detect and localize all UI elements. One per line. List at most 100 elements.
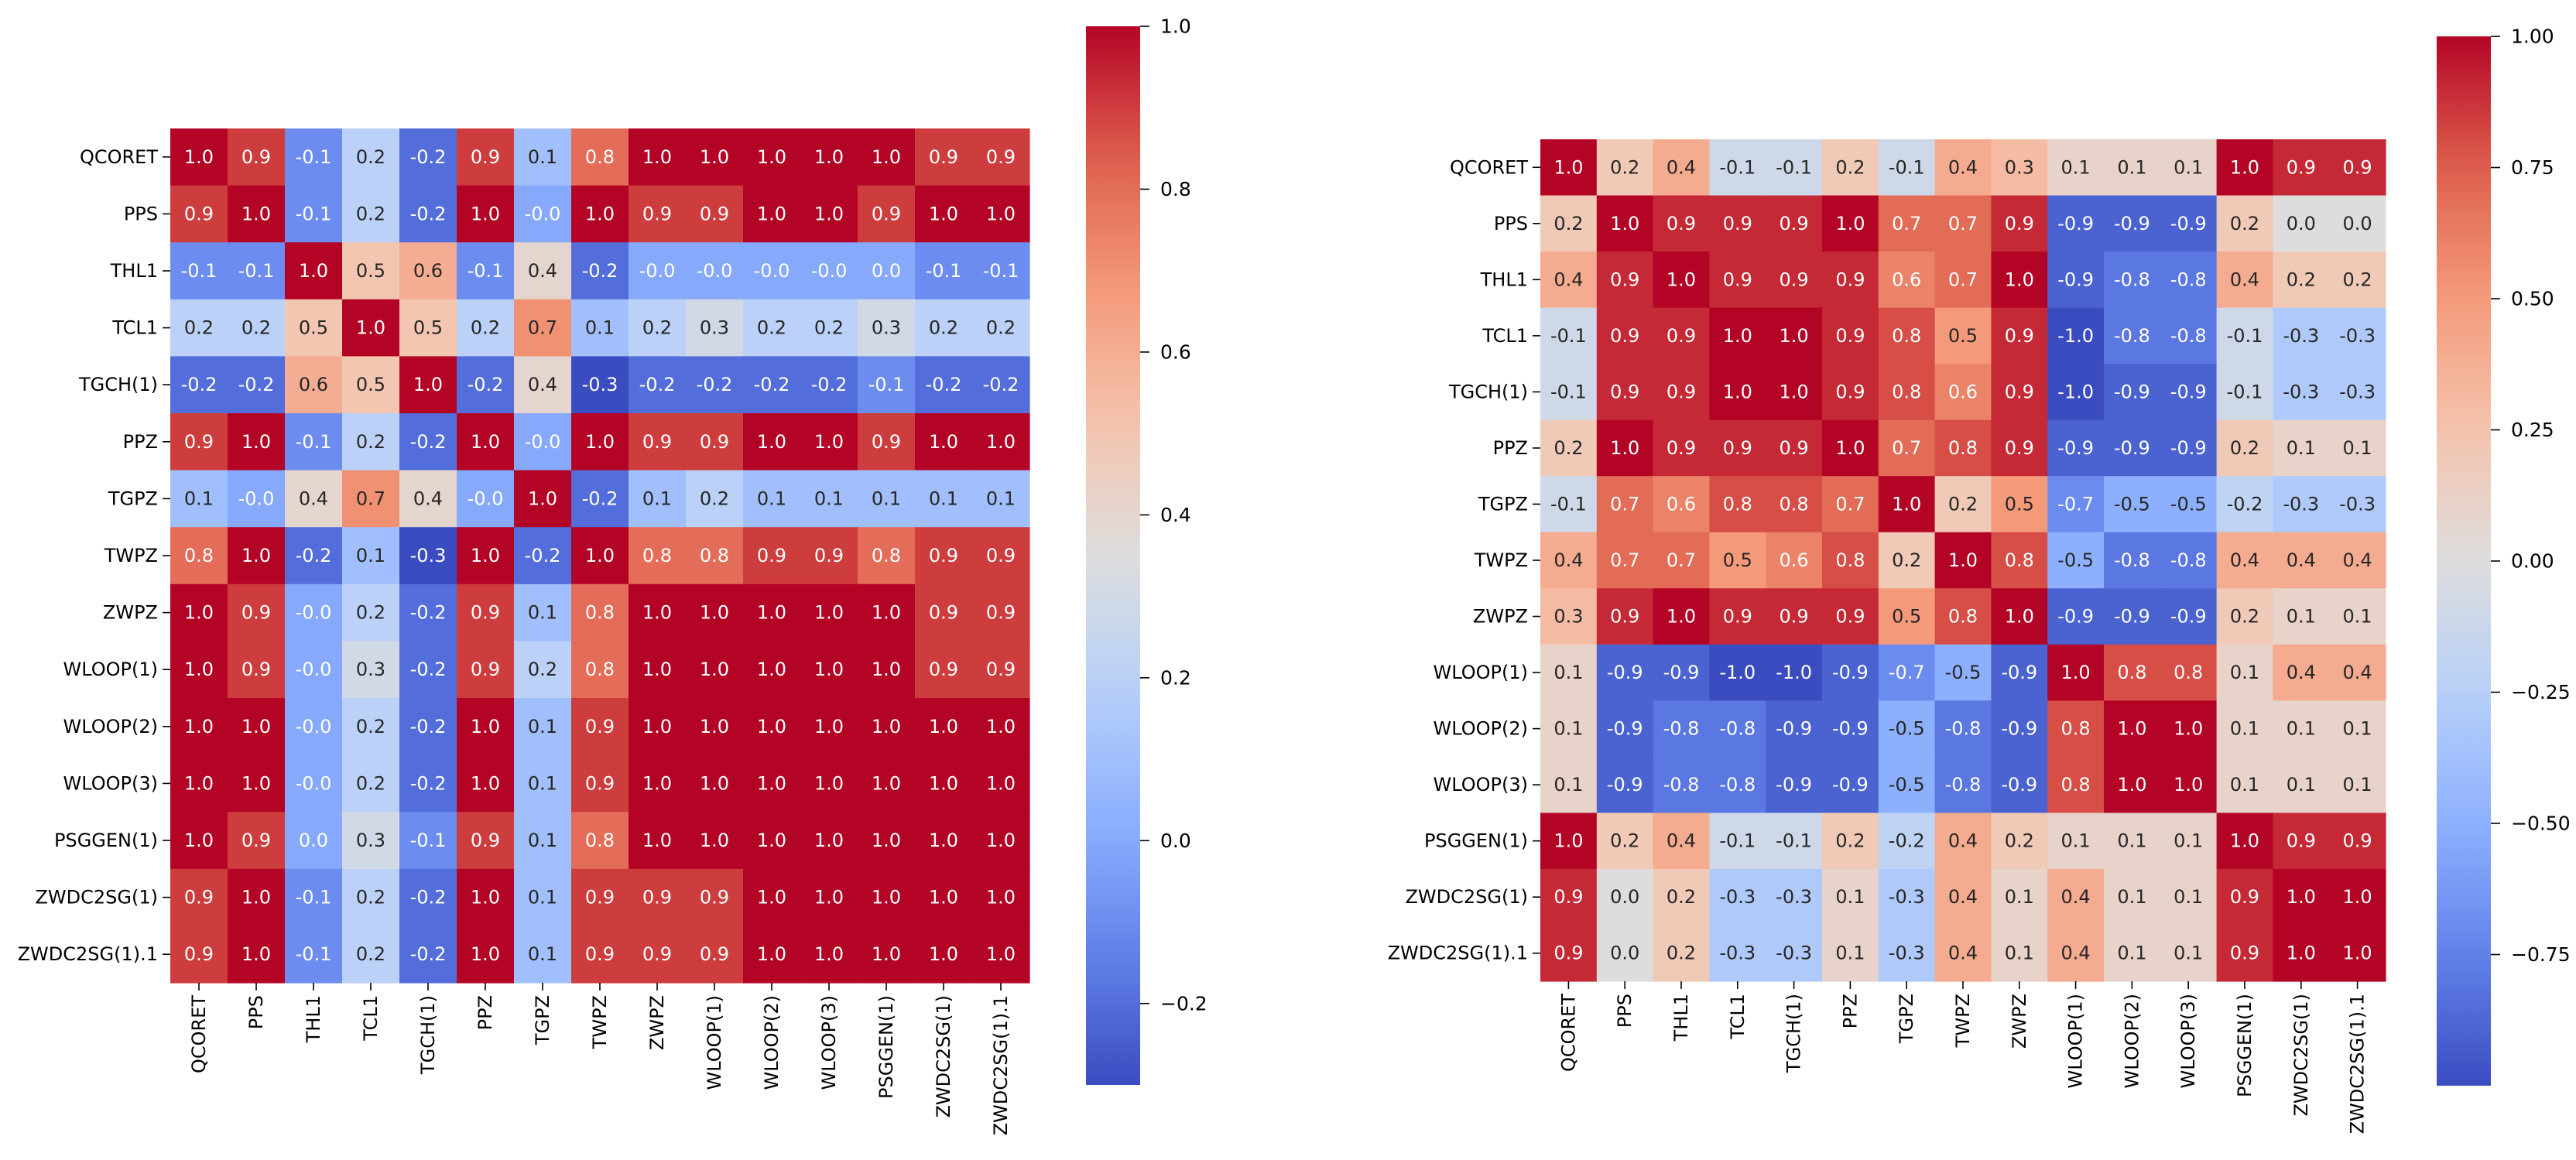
heatmap-cell: [800, 299, 858, 357]
heatmap-cell: [1878, 925, 1936, 982]
heatmap-cell: [2273, 139, 2330, 197]
heatmap-cell: [1596, 476, 1654, 533]
heatmap-cell: [1822, 364, 1879, 421]
heatmap-cell: [1709, 588, 1766, 645]
cell-value-label: 1.0: [585, 431, 615, 453]
cell-value-label: 0.1: [642, 488, 672, 509]
heatmap-cell: [2104, 700, 2161, 758]
cell-value-label: -0.2: [410, 772, 447, 794]
cell-value-label: -0.2: [1889, 830, 1925, 852]
heatmap-cell: [686, 868, 744, 926]
cell-value-label: 0.5: [299, 317, 328, 339]
heatmap-cell: [457, 583, 515, 642]
cell-value-label: 0.9: [1610, 381, 1639, 402]
heatmap-cell: [2160, 195, 2218, 252]
cell-value-label: 0.9: [585, 716, 615, 737]
cell-value-label: 0.9: [700, 887, 729, 908]
cell-value-label: -0.9: [2114, 437, 2150, 459]
heatmap-cell: [228, 128, 286, 186]
cell-value-label: 0.8: [1892, 325, 1921, 347]
cell-value-label: -0.8: [2170, 325, 2207, 347]
heatmap-cell: [514, 812, 572, 870]
cell-value-label: 1.0: [184, 146, 214, 168]
heatmap-cell: [1822, 868, 1879, 926]
cell-value-label: -0.9: [2170, 213, 2207, 234]
heatmap-cell: [915, 185, 973, 243]
cell-value-label: 0.9: [1723, 606, 1752, 628]
heatmap-cell: [2047, 364, 2105, 421]
heatmap-cell: [800, 755, 858, 813]
cell-value-label: 1.0: [1780, 325, 1809, 347]
heatmap-cell: [514, 413, 572, 471]
heatmap-cell: [1596, 868, 1654, 926]
cell-value-label: 0.1: [184, 488, 214, 509]
heatmap-cell: [514, 527, 572, 585]
cell-value-label: 0.2: [2343, 269, 2372, 290]
cell-value-label: 0.1: [356, 545, 385, 566]
colorbar-tick-label: −0.50: [2511, 813, 2571, 835]
cell-value-label: 0.3: [1553, 606, 1583, 628]
heatmap-cell: [1709, 252, 1766, 309]
cell-value-label: 1.0: [585, 545, 615, 566]
heatmap-cell: [1709, 532, 1766, 589]
cell-value-label: -1.0: [1719, 662, 1756, 683]
heatmap-cell: [972, 527, 1030, 585]
cell-value-label: -0.1: [296, 203, 332, 224]
cell-value-label: 0.6: [299, 374, 328, 395]
cell-value-label: 0.9: [471, 146, 500, 168]
cell-value-label: 1.0: [757, 943, 786, 965]
cell-value-label: 1.0: [2343, 886, 2372, 908]
y-tick-label: THL1: [1480, 269, 1528, 290]
heatmap-cell: [629, 242, 687, 300]
heatmap-cell: [2047, 644, 2105, 701]
cell-value-label: -0.1: [1719, 830, 1756, 852]
heatmap-cell: [1596, 588, 1654, 645]
cell-value-label: 0.9: [585, 772, 615, 794]
y-tick-label: PSGGEN(1): [1424, 830, 1528, 852]
heatmap-cell: [514, 299, 572, 357]
heatmap-cell: [2273, 364, 2330, 421]
cell-value-label: -0.3: [2339, 493, 2376, 515]
colorbar-tick-label: 0.75: [2511, 156, 2554, 179]
heatmap-cell: [1822, 700, 1879, 758]
cell-value-label: 0.2: [1553, 213, 1583, 234]
heatmap-cell: [399, 583, 457, 642]
heatmap-cell: [571, 926, 629, 984]
heatmap-cell: [915, 755, 973, 813]
heatmap-cell: [2104, 476, 2161, 533]
cell-value-label: 0.9: [2005, 213, 2034, 234]
heatmap-cell: [170, 926, 228, 984]
heatmap-cell: [514, 641, 572, 699]
cell-value-label: 0.9: [986, 146, 1016, 168]
heatmap-cell: [342, 413, 400, 471]
cell-value-label: 1.0: [1723, 325, 1752, 347]
x-tick-label: WLOOP(3): [2177, 994, 2199, 1089]
heatmap-cell: [2216, 644, 2273, 701]
cell-value-label: 0.3: [356, 659, 385, 680]
cell-value-label: 0.9: [1835, 269, 1865, 290]
heatmap-cell: [2273, 419, 2330, 477]
cell-value-label: 0.2: [356, 203, 385, 224]
cell-value-label: 0.1: [929, 488, 958, 509]
cell-value-label: 0.9: [1610, 325, 1639, 347]
x-tick-label: TGPZ: [532, 995, 553, 1045]
heatmap-cell: [972, 755, 1030, 813]
y-tick-label: WLOOP(3): [63, 772, 159, 794]
heatmap-cell: [858, 356, 916, 414]
cell-value-label: 0.9: [1610, 269, 1639, 290]
cell-value-label: -0.1: [410, 830, 447, 851]
cell-value-label: 0.1: [528, 830, 557, 851]
cell-value-label: 1.0: [929, 830, 958, 851]
cell-value-label: -0.2: [410, 943, 447, 965]
heatmap-cell: [743, 185, 801, 243]
cell-value-label: 0.9: [814, 545, 844, 566]
cell-value-label: 0.8: [2117, 662, 2146, 683]
heatmap-cell: [1540, 195, 1598, 252]
heatmap-cell: [1766, 364, 1823, 421]
cell-value-label: 0.9: [2005, 325, 2034, 347]
heatmap-cell: [457, 356, 515, 414]
cell-value-label: 0.5: [356, 260, 385, 282]
heatmap-cell: [1540, 868, 1598, 926]
x-tick-label: PSGGEN(1): [875, 995, 897, 1099]
colorbar-tick-label: −0.75: [2511, 943, 2571, 966]
